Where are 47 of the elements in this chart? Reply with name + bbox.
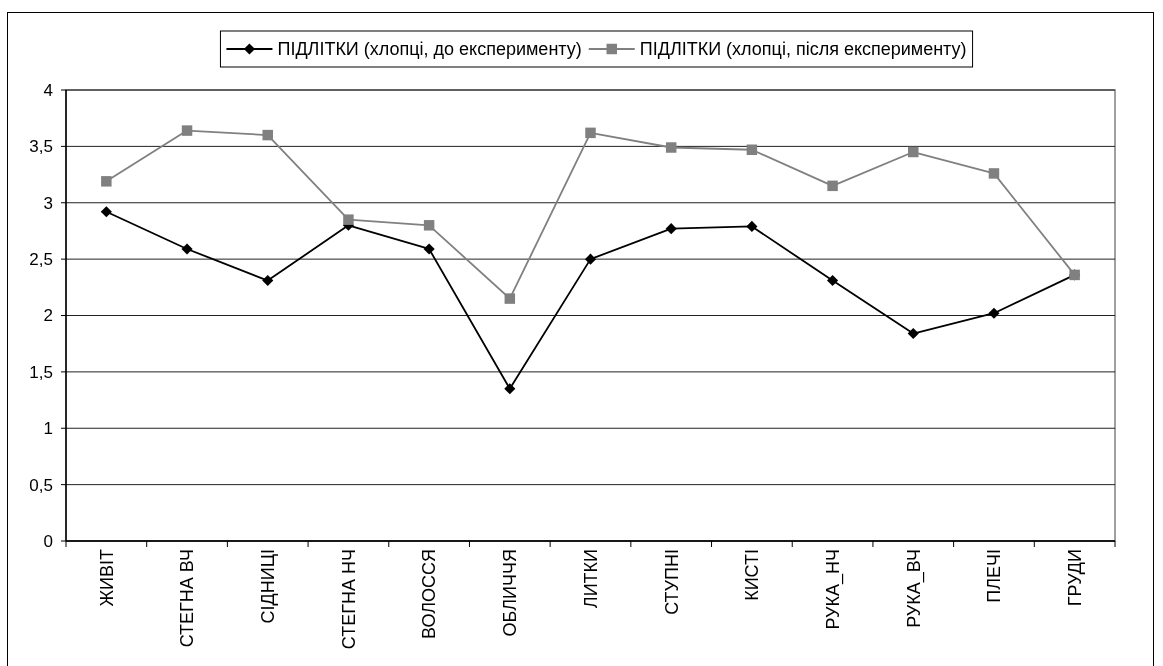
y-tick-label: 2,5 <box>29 250 53 270</box>
point <box>504 293 516 304</box>
point <box>908 146 919 158</box>
point <box>423 220 435 231</box>
x-tick-label: СТЕГНА НЧ <box>338 549 359 650</box>
y-tick-label: 4 <box>43 80 53 100</box>
y-tick-label: 3 <box>43 193 53 213</box>
point <box>827 180 838 192</box>
x-tick-label: ЖИВІТ <box>96 549 117 607</box>
point <box>181 243 193 255</box>
x-tick-label: ЛИТКИ <box>580 549 601 609</box>
x-tick-label: СТУПНІ <box>661 549 682 615</box>
point <box>584 253 597 265</box>
y-tick-label: 1 <box>43 419 53 439</box>
y-tick-label: 1,5 <box>29 362 53 382</box>
x-tick-label: СТЕГНА ВЧ <box>177 549 198 648</box>
x-tick-label: РУКА_ВЧ <box>903 549 925 628</box>
point <box>746 144 758 155</box>
y-tick-label: 0 <box>43 531 53 551</box>
y-tick-label: 0,5 <box>29 475 53 495</box>
point <box>665 223 677 235</box>
point <box>343 214 354 225</box>
point <box>262 129 273 141</box>
point <box>585 127 596 139</box>
x-tick-label: ВОЛОССЯ <box>419 549 440 640</box>
point <box>100 206 112 218</box>
point <box>423 243 435 255</box>
x-tick-label: СІДНИЦІ <box>258 549 279 624</box>
y-tick-label: 2 <box>43 306 53 326</box>
x-tick-label: ОБЛИЧЧЯ <box>500 549 521 637</box>
point <box>827 274 839 287</box>
x-tick-label: КИСТІ <box>742 549 763 601</box>
point <box>504 383 516 395</box>
legend-label: ПІДЛІТКИ (хлопці, до експерименту) <box>277 39 582 60</box>
point <box>988 307 1000 319</box>
x-tick-label: ГРУДИ <box>1064 549 1085 607</box>
point <box>665 142 677 153</box>
x-tick-label: РУКА_НЧ <box>822 549 844 630</box>
x-tick-label: ПЛЕЧІ <box>984 549 1005 603</box>
point <box>101 176 112 187</box>
y-tick-label: 3,5 <box>29 137 53 157</box>
point <box>262 274 274 287</box>
point <box>907 327 919 340</box>
point <box>746 220 758 232</box>
point <box>988 168 1000 179</box>
point <box>181 125 193 136</box>
legend-label: ПІДЛІТКИ (хлопці, після експерименту) <box>639 39 967 60</box>
